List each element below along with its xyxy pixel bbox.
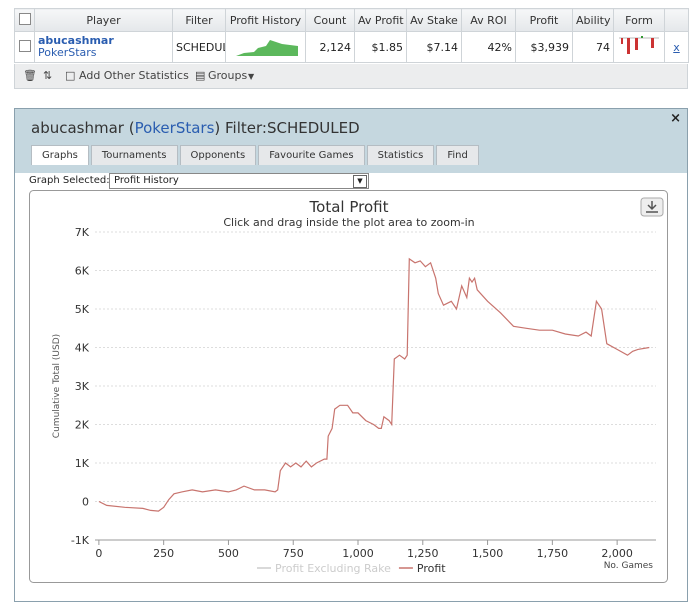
graph-select[interactable]: Profit History ▼	[109, 173, 369, 189]
title-player: abucashmar (	[31, 119, 135, 137]
ability-cell: 74	[572, 31, 614, 63]
graph-selected: Profit History	[114, 175, 179, 186]
select-all[interactable]	[14, 8, 35, 32]
x-axis-label: No. Games	[604, 561, 654, 571]
x-tick-label: 250	[153, 547, 174, 560]
y-tick-label: 5K	[75, 303, 90, 316]
y-tick-label: 4K	[75, 342, 90, 355]
y-axis-label: Cumulative Total (USD)	[52, 334, 62, 438]
y-tick-label: 2K	[75, 419, 90, 432]
sparkline	[236, 39, 298, 56]
y-tick-label: 7K	[75, 226, 90, 239]
col-header[interactable]: Player	[34, 8, 173, 32]
download-button[interactable]	[640, 197, 664, 217]
y-tick-label: 0	[82, 496, 89, 509]
x-tick-label: 750	[283, 547, 304, 560]
x-tick-label: 500	[218, 547, 239, 560]
select-arrow[interactable]: ▼	[353, 175, 367, 188]
y-tick-label: -1K	[71, 534, 90, 547]
tab[interactable]: Graphs	[31, 145, 89, 165]
col-header[interactable]: Profit	[515, 8, 573, 32]
player-name[interactable]: abucashmar	[38, 34, 114, 47]
header-blank	[664, 8, 689, 32]
tab[interactable]: Opponents	[179, 145, 257, 165]
x-tick-label: 1,250	[407, 547, 439, 560]
tab[interactable]: Statistics	[366, 145, 435, 165]
col-header[interactable]: Form	[613, 8, 665, 32]
legend-item[interactable]: Profit Excluding Rake	[257, 562, 391, 575]
chart: Total Profit Click and drag inside the p…	[29, 190, 668, 583]
groups-button[interactable]: Groups	[208, 69, 248, 82]
chart-title: Total Profit	[309, 198, 389, 216]
y-tick-label: 3K	[75, 380, 90, 393]
col-header[interactable]: Av ROI	[461, 8, 516, 32]
x-tick-label: 0	[95, 547, 102, 560]
graph-label: Graph Selected:	[29, 175, 110, 186]
count-cell: 2,124	[305, 31, 355, 63]
player-cell: abucashmar PokerStars	[34, 31, 173, 63]
add-stats[interactable]: Add Other Statistics	[79, 69, 189, 82]
x-tick-label: 1,750	[537, 547, 569, 560]
legend-item[interactable]: Profit	[398, 562, 446, 575]
col-header[interactable]: Profit History	[225, 8, 306, 32]
sparkline-cell	[225, 31, 306, 63]
av-roi-cell: 42%	[461, 31, 516, 63]
profit-cell: $3,939	[515, 31, 573, 63]
x-tick-label: 1,000	[342, 547, 374, 560]
player-row: abucashmar PokerStars SCHEDUL 2,124 $1.85…	[14, 31, 689, 63]
col-header[interactable]: Av Stake	[406, 8, 462, 32]
y-tick-label: 6K	[75, 265, 90, 278]
col-header[interactable]: Av Profit	[354, 8, 407, 32]
col-header[interactable]: Count	[305, 8, 355, 32]
tabs: Graphs Tournaments Opponents Favourite Game…	[31, 145, 481, 165]
panel-title: abucashmar (PokerStars) Filter:SCHEDULED	[31, 119, 360, 137]
stats-table: Player Filter Profit History Count Av Pr…	[14, 8, 689, 63]
header-row: Player Filter Profit History Count Av Pr…	[14, 8, 689, 32]
filter-cell: SCHEDUL	[172, 31, 226, 63]
form-cell	[613, 31, 665, 63]
x-tick-label: 1,500	[472, 547, 504, 560]
refresh-icon[interactable]: ⇅	[43, 69, 53, 82]
form-bars	[619, 35, 659, 54]
player-site[interactable]: PokerStars	[38, 46, 97, 59]
groups-arrow[interactable]: ▼	[248, 72, 255, 81]
profit-line	[98, 257, 650, 512]
remove-link[interactable]: x	[664, 31, 689, 63]
tab[interactable]: Favourite Games	[258, 145, 365, 165]
av-stake-cell: $7.14	[406, 31, 462, 63]
toolbar: 🗑 ⇅ □ Add Other Statistics ▤ Groups ▼	[14, 64, 688, 89]
chart-subtitle: Click and drag inside the plot area to z…	[223, 216, 474, 229]
delete-icon[interactable]: 🗑	[23, 69, 37, 82]
groups-icon[interactable]: ▤	[195, 69, 206, 82]
tab[interactable]: Tournaments	[90, 145, 178, 165]
tab[interactable]: Find	[436, 145, 479, 165]
add-icon[interactable]: □	[65, 69, 76, 82]
legend-label: Profit Excluding Rake	[275, 562, 391, 575]
close-button[interactable]: ×	[670, 111, 681, 126]
col-header[interactable]: Filter	[172, 8, 226, 32]
av-profit-cell: $1.85	[354, 31, 407, 63]
title-site[interactable]: PokerStars	[134, 119, 215, 137]
col-header[interactable]: Ability	[572, 8, 614, 32]
row-checkbox[interactable]	[14, 31, 35, 63]
y-tick-label: 1K	[75, 457, 90, 470]
legend-label: Profit	[417, 562, 446, 575]
x-tick-label: 2,000	[601, 547, 633, 560]
title-filter: ) Filter:SCHEDULED	[214, 119, 360, 137]
